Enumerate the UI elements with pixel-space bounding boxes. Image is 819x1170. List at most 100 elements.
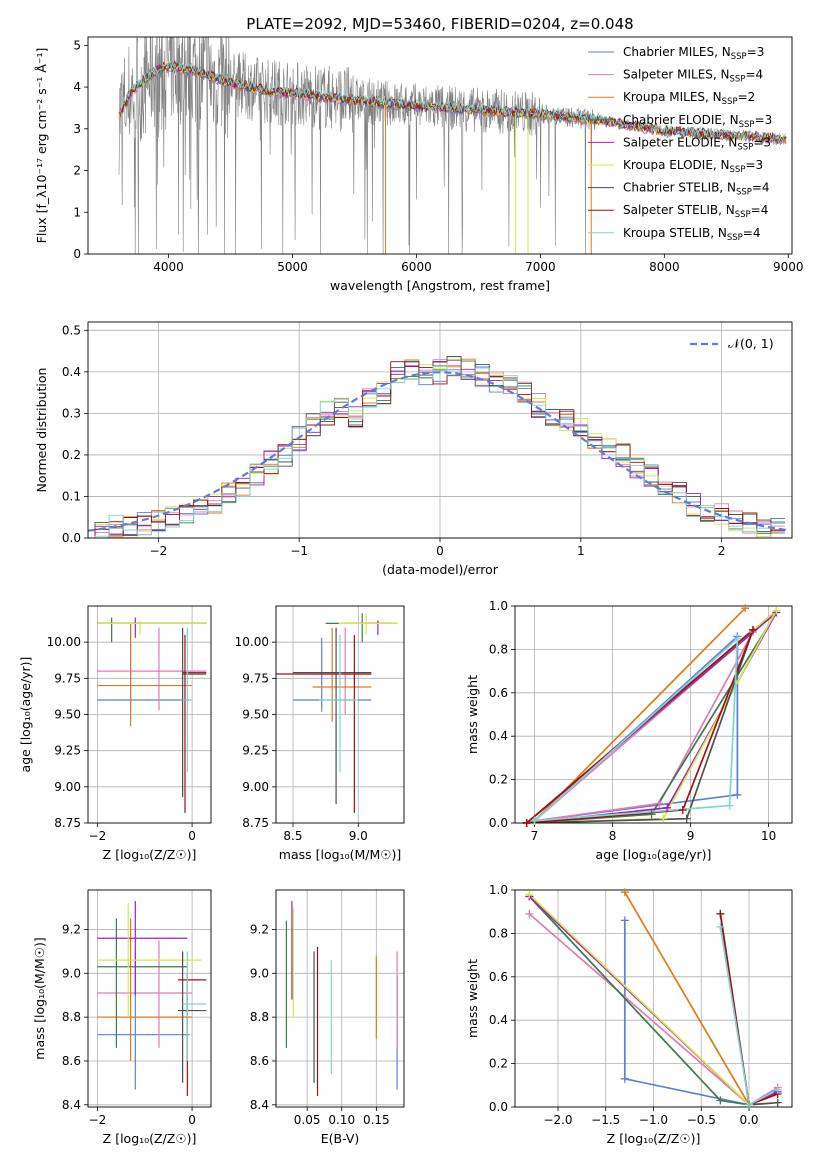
y-tick-label: 8.4 (62, 1098, 81, 1112)
x-tick-label: 2 (718, 544, 726, 558)
legend-tail: =3 (747, 45, 765, 59)
weight-marker (745, 1100, 754, 1109)
legend-text: Salpeter MILES, N (623, 68, 730, 82)
chart-mass-Z: −2 0 8.4 8.6 8.8 9.0 9.2 Z [log₁₀(Z/Z☉)] mass [l… (32, 889, 212, 1146)
observed-spectrum (118, 37, 597, 254)
chart-weight-Z: −2.0 −1.5 −1.0 −0.5 0.0 0.0 0.2 0.4 0.6 0.8 1.0 Z [… (465, 883, 793, 1146)
y-tick-label: 9.25 (242, 744, 269, 758)
legend-text: Chabrier ELODIE, N (623, 113, 739, 127)
x-axis-label: (data-model)/error (382, 562, 499, 577)
weight-marker (716, 1096, 725, 1105)
weight-marker (522, 819, 531, 827)
chart-mass-EBV: 0.05 0.10 0.15 8.4 8.6 8.8 9.0 9.2 E(B-V) (250, 889, 405, 1146)
y-tick-label: 0.0 (62, 531, 81, 545)
y-tick-label: 8.8 (250, 1010, 269, 1024)
x-tick-label: 4000 (153, 260, 184, 274)
axes-frame (87, 889, 212, 1108)
weight-marker (620, 916, 629, 925)
axes-frame (275, 889, 405, 1108)
y-tick-label: 9.00 (242, 780, 269, 794)
plot-area (526, 607, 778, 823)
legend-text: Chabrier STELIB, N (623, 181, 736, 195)
x-tick-label: 6000 (401, 260, 432, 274)
x-tick-label: −1.5 (591, 1113, 620, 1127)
model-spectrum (118, 59, 787, 143)
legend-entry: Kroupa STELIB, NSSP=4 (623, 226, 761, 243)
x-tick-label: 0.15 (363, 1113, 390, 1127)
legend-text: Chabrier MILES, N (623, 45, 731, 59)
legend-tail: =4 (743, 226, 761, 240)
y-axis-label: Normed distribution (34, 368, 49, 493)
y-tick-label: 0.3 (62, 406, 81, 420)
chart-weight-age: 7 8 9 10 0.0 0.2 0.4 0.6 0.8 1.0 age [log₁₀(age/yr… (465, 599, 793, 862)
y-tick-label: 8.8 (62, 1010, 81, 1024)
weight-line (624, 891, 750, 1106)
weight-marker (716, 909, 725, 918)
plot-area (276, 613, 398, 813)
y-tick-label: 9.50 (242, 708, 269, 722)
weight-marker (620, 1074, 629, 1083)
x-tick-label: 5000 (277, 260, 308, 274)
legend-text: Kroupa MILES, N (623, 90, 722, 104)
y-tick-label: 1.0 (489, 883, 508, 897)
y-tick-label: 3 (73, 122, 81, 136)
plot-area (88, 356, 790, 538)
y-tick-label: 8.4 (250, 1098, 269, 1112)
y-tick-label: 0.0 (489, 1100, 508, 1114)
x-tick-label: −2 (89, 829, 107, 843)
x-tick-label: −0.5 (687, 1113, 716, 1127)
weight-marker (530, 816, 539, 825)
weight-marker (655, 799, 664, 808)
x-tick-label: −1.0 (639, 1113, 668, 1127)
legend-tail: =3 (755, 113, 773, 127)
x-tick-label: −2.0 (543, 1113, 572, 1127)
chart-residuals: −2 −1 0 1 2 0.0 0.1 0.2 0.3 0.4 0.5 (data-model)/er… (34, 321, 793, 577)
x-tick-label: 9.0 (349, 829, 368, 843)
weight-marker (741, 604, 750, 613)
legend-text: Salpeter STELIB, N (623, 203, 735, 217)
plot-area (97, 900, 207, 1097)
y-axis-label: mass weight (465, 675, 480, 754)
legend-subscript: SSP (722, 97, 738, 107)
x-tick-label: 1 (577, 544, 585, 558)
legend-entry: Kroupa MILES, NSSP=2 (623, 90, 755, 107)
legend-tail: =3 (753, 135, 771, 149)
y-tick-label: 9.2 (250, 922, 269, 936)
x-tick-label: 10 (761, 829, 776, 843)
x-tick-label: 9000 (773, 260, 804, 274)
y-tick-label: 1.0 (489, 599, 508, 613)
x-tick-label: 8.5 (283, 829, 302, 843)
x-axis-label: mass [log₁₀(M/M☉)] (279, 847, 401, 862)
y-tick-label: 9.75 (242, 671, 269, 685)
plot-area (285, 900, 398, 1097)
chart-spectrum: 4000 5000 6000 7000 8000 9000 0 1 2 3 4 5 wavelength… (34, 15, 804, 293)
legend-subscript: SSP (730, 165, 746, 175)
y-tick-label: 9.0 (250, 966, 269, 980)
residual-histogram (94, 361, 785, 538)
weight-marker (733, 634, 742, 643)
y-tick-label: 0.0 (489, 816, 508, 830)
y-tick-label: 8.6 (62, 1054, 81, 1068)
axes-frame (275, 605, 405, 824)
legend-subscript: SSP (730, 75, 746, 85)
legend-subscript: SSP (731, 52, 747, 62)
y-tick-label: 0.6 (489, 970, 508, 984)
y-tick-label: 0.2 (489, 773, 508, 787)
y-tick-label: 0.2 (62, 448, 81, 462)
x-tick-label: 7000 (525, 260, 556, 274)
legend-entry: Salpeter STELIB, NSSP=4 (623, 203, 768, 220)
y-tick-label: 0.4 (489, 729, 508, 743)
legend-subscript: SSP (736, 188, 752, 198)
x-tick-label: 0 (188, 1113, 196, 1127)
weight-marker (620, 888, 629, 897)
y-axis-label: age [log₁₀(age/yr)] (18, 657, 33, 773)
y-tick-label: 0.4 (62, 365, 81, 379)
legend-subscript: SSP (727, 233, 743, 243)
y-tick-label: 5 (73, 38, 81, 52)
y-tick-label: 10.00 (47, 635, 81, 649)
y-axis-label: mass weight (465, 959, 480, 1038)
x-axis-label: age [log₁₀(age/yr)] (596, 847, 712, 862)
legend-text: Kroupa ELODIE, N (623, 158, 730, 172)
legend-tail: =4 (745, 68, 763, 82)
